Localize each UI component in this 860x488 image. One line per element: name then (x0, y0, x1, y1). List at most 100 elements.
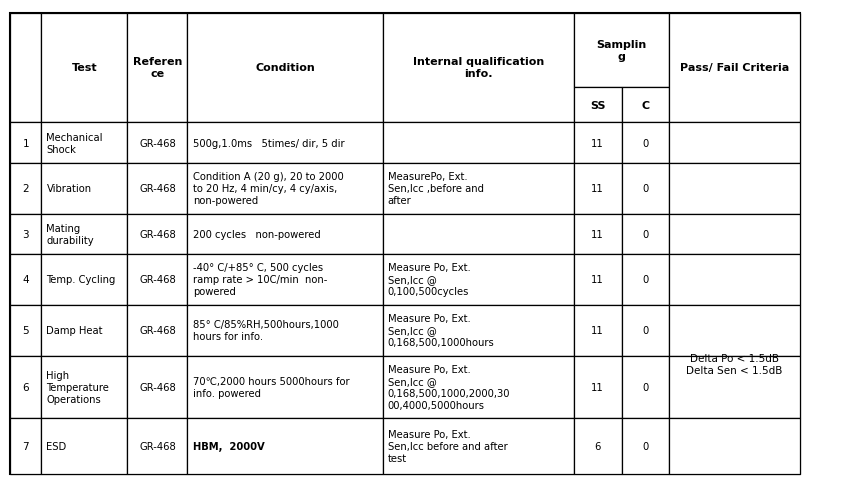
Bar (669, 305, 800, 356)
Bar (10, 356, 41, 418)
Text: Delta Po < 1.5dB
Delta Sen < 1.5dB: Delta Po < 1.5dB Delta Sen < 1.5dB (686, 354, 783, 375)
Text: 200 cycles   non-powered: 200 cycles non-powered (193, 230, 321, 240)
Bar (622, 215, 669, 255)
Text: 0: 0 (642, 184, 648, 194)
Text: 2: 2 (22, 184, 29, 194)
Bar (622, 418, 669, 474)
Text: Measure Po, Ext.
Sen,Icc @
0,100,500cycles: Measure Po, Ext. Sen,Icc @ 0,100,500cycl… (388, 263, 470, 297)
Text: Condition: Condition (255, 63, 315, 73)
Text: High
Temperature
Operations: High Temperature Operations (46, 370, 109, 404)
Text: Vibration: Vibration (46, 184, 91, 194)
Bar (383, 215, 574, 255)
Text: 5: 5 (22, 325, 29, 336)
Bar (187, 14, 383, 123)
Bar (187, 305, 383, 356)
Text: 1: 1 (22, 138, 29, 148)
Text: 0: 0 (642, 441, 648, 451)
Text: Temp. Cycling: Temp. Cycling (46, 275, 116, 285)
Bar (187, 215, 383, 255)
Bar (574, 255, 622, 305)
Bar (127, 14, 187, 123)
Text: C: C (642, 101, 649, 110)
Text: Condition A (20 g), 20 to 2000
to 20 Hz, 4 min/cy, 4 cy/axis,
non-powered: Condition A (20 g), 20 to 2000 to 20 Hz,… (193, 172, 343, 206)
Bar (10, 123, 41, 163)
Text: Measure Po, Ext.
Sen,Icc before and after
test: Measure Po, Ext. Sen,Icc before and afte… (388, 429, 507, 463)
Text: Damp Heat: Damp Heat (46, 325, 103, 336)
Text: 11: 11 (592, 275, 604, 285)
Bar (41, 215, 127, 255)
Bar (187, 356, 383, 418)
Bar (574, 88, 622, 123)
Bar (10, 255, 41, 305)
Text: HBM,  2000V: HBM, 2000V (193, 441, 264, 451)
Bar (127, 305, 187, 356)
Bar (383, 356, 574, 418)
Bar (41, 163, 127, 215)
Text: Test: Test (71, 63, 97, 73)
Bar (10, 215, 41, 255)
Bar (574, 356, 622, 418)
Bar (127, 418, 187, 474)
Bar (669, 356, 800, 418)
Bar (574, 215, 622, 255)
Bar (574, 123, 622, 163)
Text: 7: 7 (22, 441, 29, 451)
Text: GR-468: GR-468 (139, 325, 175, 336)
Bar (383, 123, 574, 163)
Bar (622, 255, 669, 305)
Bar (41, 418, 127, 474)
Text: -40° C/+85° C, 500 cycles
ramp rate > 10C/min  non-
powered: -40° C/+85° C, 500 cycles ramp rate > 10… (193, 263, 327, 297)
Text: 6: 6 (594, 441, 601, 451)
Bar (41, 123, 127, 163)
Text: 4: 4 (22, 275, 29, 285)
Text: GR-468: GR-468 (139, 230, 175, 240)
Bar (622, 356, 669, 418)
Bar (41, 14, 127, 123)
Text: 0: 0 (642, 382, 648, 392)
Text: Measure Po, Ext.
Sen,Icc @
0,168,500,1000hours: Measure Po, Ext. Sen,Icc @ 0,168,500,100… (388, 314, 494, 347)
Bar (127, 123, 187, 163)
Text: SS: SS (590, 101, 605, 110)
Bar (10, 305, 41, 356)
Text: 85° C/85%RH,500hours,1000
hours for info.: 85° C/85%RH,500hours,1000 hours for info… (193, 320, 339, 342)
Bar (127, 356, 187, 418)
Text: GR-468: GR-468 (139, 184, 175, 194)
Bar (574, 305, 622, 356)
Text: Mating
durability: Mating durability (46, 224, 94, 245)
Bar (383, 163, 574, 215)
Text: 3: 3 (22, 230, 29, 240)
Bar (622, 305, 669, 356)
Bar (383, 255, 574, 305)
Bar (669, 418, 800, 474)
Bar (622, 163, 669, 215)
Bar (669, 255, 800, 305)
Text: 11: 11 (592, 138, 604, 148)
Text: 0: 0 (642, 325, 648, 336)
Bar (41, 255, 127, 305)
Bar (383, 305, 574, 356)
Text: 11: 11 (592, 382, 604, 392)
Bar (41, 356, 127, 418)
Bar (127, 255, 187, 305)
Text: 6: 6 (22, 382, 29, 392)
Bar (669, 215, 800, 255)
Bar (669, 14, 800, 123)
Bar (187, 163, 383, 215)
Bar (187, 418, 383, 474)
Bar (574, 14, 669, 88)
Text: 11: 11 (592, 184, 604, 194)
Text: 11: 11 (592, 230, 604, 240)
Bar (669, 163, 800, 215)
Bar (622, 88, 669, 123)
Text: Referen
ce: Referen ce (132, 58, 182, 79)
Text: 0: 0 (642, 138, 648, 148)
Text: 0: 0 (642, 275, 648, 285)
Bar (669, 123, 800, 163)
Bar (41, 305, 127, 356)
Text: Pass/ Fail Criteria: Pass/ Fail Criteria (679, 63, 789, 73)
Bar (10, 418, 41, 474)
Bar (622, 123, 669, 163)
Bar (127, 215, 187, 255)
Text: Samplin
g: Samplin g (596, 40, 647, 61)
Bar (10, 14, 41, 123)
